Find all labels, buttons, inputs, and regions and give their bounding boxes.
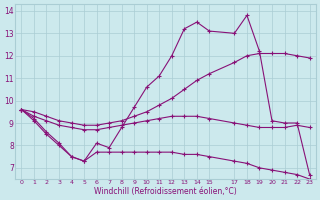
- X-axis label: Windchill (Refroidissement éolien,°C): Windchill (Refroidissement éolien,°C): [94, 187, 237, 196]
